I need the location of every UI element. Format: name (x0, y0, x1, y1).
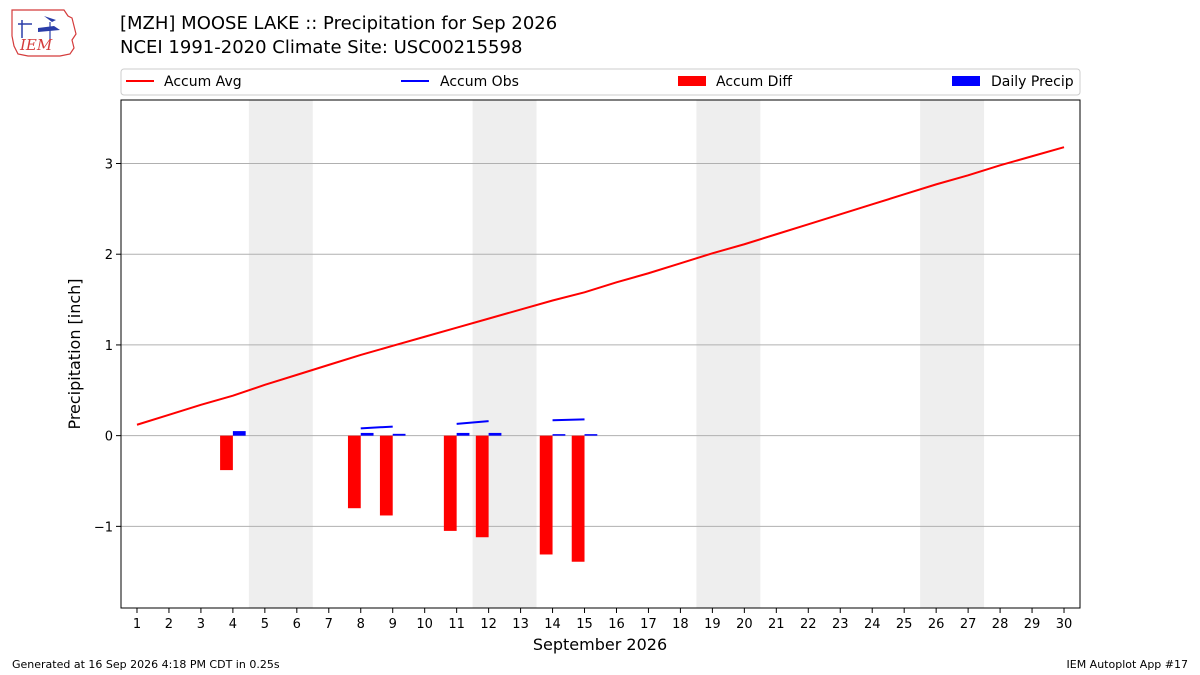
x-tick-label: 3 (197, 617, 205, 632)
x-tick-label: 8 (357, 617, 365, 632)
daily-precip-bar (456, 432, 470, 436)
weekend-span-2 (696, 100, 761, 608)
accum-diff-bar (539, 435, 553, 555)
x-tick-label: 12 (480, 617, 497, 632)
daily-precip-bar (232, 431, 246, 436)
legend: Accum Avg Accum Obs Accum Diff Daily Pre… (120, 68, 1081, 96)
bars (220, 431, 598, 562)
accum-diff-bar (347, 435, 361, 509)
x-tick-label: 11 (448, 617, 465, 632)
x-tick-label: 6 (293, 617, 301, 632)
plot-area-frame (120, 99, 1081, 609)
x-tick-label: 9 (389, 617, 397, 632)
iem-logo: IEM (11, 9, 77, 57)
accum-avg-line (136, 146, 1065, 426)
x-tick-label: 17 (640, 617, 657, 632)
x-tick-label: 27 (960, 617, 977, 632)
accum-obs-line (456, 420, 489, 425)
y-tick-label: 2 (105, 248, 113, 263)
x-tick-label: 19 (704, 617, 721, 632)
daily-precip-bar (392, 433, 406, 436)
daily-precip-bar (584, 434, 598, 436)
accum-diff-bar (220, 435, 233, 471)
y-tick-label: 0 (105, 430, 113, 445)
daily-precip-bar (488, 432, 502, 436)
x-tick-label: 23 (832, 617, 849, 632)
weekend-span-0 (248, 100, 313, 608)
x-tick-label: 5 (261, 617, 269, 632)
footer-generated-text: Generated at 16 Sep 2026 4:18 PM CDT in … (12, 658, 280, 671)
x-tick-label: 21 (768, 617, 785, 632)
x-tick-label: 1 (133, 617, 141, 632)
legend-label-daily-precip: Daily Precip (991, 74, 1074, 90)
legend-frame (120, 68, 1081, 96)
x-axis-ticks: 1 2 3 4 5 6 7 8 9 10 11 12 13 14 15 16 17 18 19 20 21 22 23 24 2… (133, 608, 1072, 632)
accum-diff-bar (475, 435, 489, 538)
legend-label-accum-avg: Accum Avg (164, 74, 242, 90)
x-tick-label: 24 (864, 617, 881, 632)
accum-obs-line (552, 418, 585, 422)
accum-obs-line (360, 425, 393, 430)
accum-diff-bar (571, 435, 585, 562)
logo-text: IEM (19, 36, 53, 54)
x-tick-label: 7 (325, 617, 333, 632)
x-tick-label: 4 (229, 617, 237, 632)
y-axis-label: Precipitation [inch] (65, 278, 84, 429)
legend-label-accum-obs: Accum Obs (440, 74, 519, 90)
x-tick-label: 22 (800, 617, 817, 632)
chart-subtitle: NCEI 1991-2020 Climate Site: USC00215598 (120, 37, 523, 58)
x-tick-label: 16 (608, 617, 625, 632)
x-tick-label: 30 (1056, 617, 1073, 632)
y-tick-label: 3 (105, 158, 113, 173)
x-tick-label: 25 (896, 617, 913, 632)
x-tick-label: 15 (576, 617, 593, 632)
legend-label-accum-diff: Accum Diff (716, 74, 792, 90)
x-tick-label: 29 (1024, 617, 1041, 632)
daily-precip-bar (552, 434, 566, 436)
grid-lines (121, 163, 1080, 527)
x-tick-label: 14 (544, 617, 561, 632)
footer-app-label: IEM Autoplot App #17 (1066, 658, 1189, 671)
accum-diff-bar (379, 435, 393, 516)
weekend-span-3 (920, 100, 985, 608)
legend-swatch-accum-diff (678, 76, 706, 86)
x-tick-label: 2 (165, 617, 173, 632)
x-tick-label: 13 (512, 617, 529, 632)
x-tick-label: 10 (416, 617, 433, 632)
weekend-shading (248, 100, 985, 608)
legend-swatch-daily-precip (952, 76, 980, 86)
x-tick-label: 26 (928, 617, 945, 632)
chart-title: [MZH] MOOSE LAKE :: Precipitation for Se… (120, 13, 558, 34)
x-axis-label: September 2026 (533, 635, 667, 654)
lines (136, 146, 1065, 430)
y-tick-label: 1 (105, 339, 113, 354)
daily-precip-bar (360, 432, 374, 436)
y-tick-label: −1 (94, 520, 113, 535)
x-tick-label: 28 (992, 617, 1009, 632)
accum-diff-bar (443, 435, 457, 531)
x-tick-label: 20 (736, 617, 753, 632)
y-axis-ticks: −1 0 1 2 3 (94, 158, 121, 535)
x-tick-label: 18 (672, 617, 689, 632)
